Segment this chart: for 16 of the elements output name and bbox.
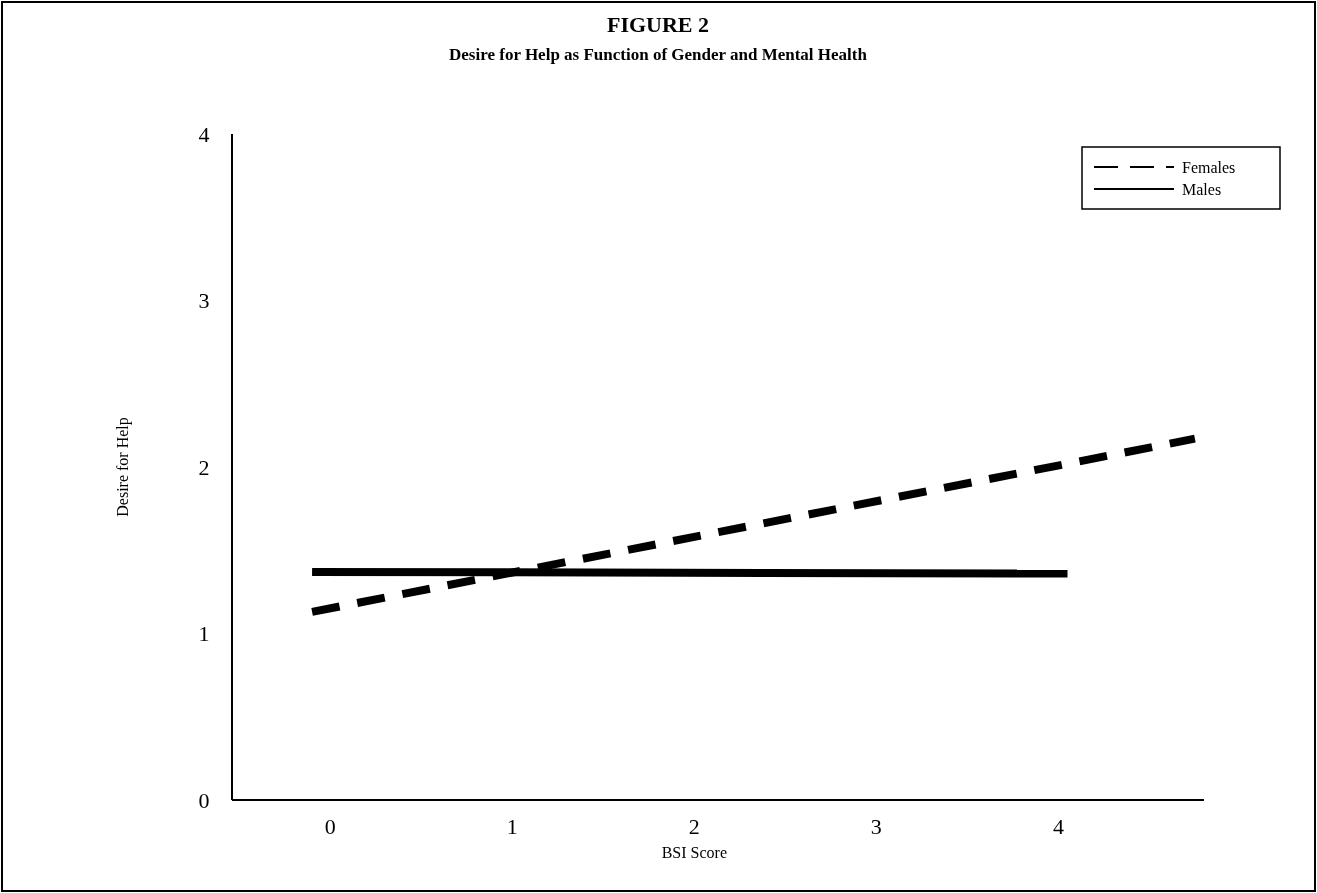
y-tick-label: 0 (198, 787, 210, 813)
chart-title: FIGURE 2 (606, 12, 710, 37)
y-tick-label: 4 (198, 121, 210, 147)
x-axis-title: BSI Score (661, 844, 727, 861)
y-tick-label: 2 (198, 454, 210, 480)
legend-label: Females (1182, 158, 1236, 176)
y-axis-title: Desire for Help (114, 417, 132, 517)
y-tick-label: 1 (198, 621, 210, 647)
legend-label: Males (1182, 180, 1222, 198)
x-tick-label: 3 (870, 814, 882, 839)
x-tick-label: 0 (324, 814, 336, 839)
y-tick-label: 3 (198, 288, 210, 314)
x-tick-label: 1 (506, 814, 518, 839)
x-tick-label: 2 (688, 814, 700, 839)
x-tick-label: 4 (1052, 814, 1064, 839)
chart-subtitle: Desire for Help as Function of Gender and Mental Health (449, 45, 868, 64)
